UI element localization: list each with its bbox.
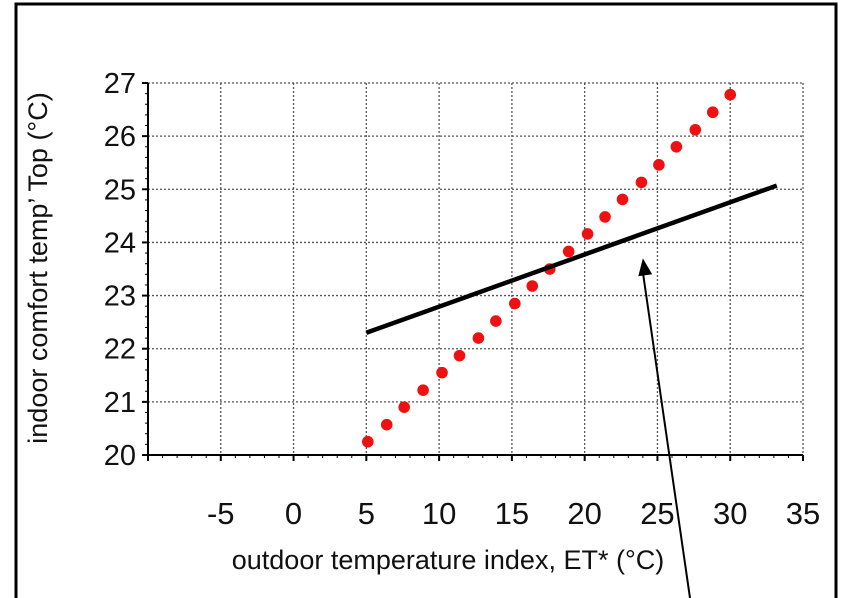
data-point xyxy=(417,384,429,396)
x-tick-label: 20 xyxy=(567,496,601,531)
y-tick-label: 26 xyxy=(104,121,136,153)
data-point xyxy=(472,332,485,344)
data-point xyxy=(653,159,665,171)
data-point xyxy=(616,193,629,206)
y-tick-label: 20 xyxy=(104,440,136,472)
x-axis-title: outdoor temperature index, ET* (°C) xyxy=(232,545,665,575)
x-tick-label: 25 xyxy=(640,496,674,531)
data-point xyxy=(689,123,702,136)
annotation-arrow-head xyxy=(638,258,653,277)
axes xyxy=(142,82,804,461)
x-tick-label: 5 xyxy=(358,496,375,531)
data-point xyxy=(670,140,683,153)
x-tick-label: 15 xyxy=(495,496,529,531)
data-point xyxy=(635,176,648,189)
data-point xyxy=(562,245,575,258)
data-point xyxy=(361,435,374,448)
x-tick-label: 0 xyxy=(285,496,302,531)
annotation-arrow-shaft xyxy=(641,272,691,598)
data-point xyxy=(490,315,502,327)
data-point xyxy=(599,211,611,223)
grid xyxy=(148,82,804,455)
y-tick-label: 27 xyxy=(104,68,136,100)
y-tick-label: 22 xyxy=(104,334,136,366)
data-point xyxy=(526,280,539,292)
data-point xyxy=(453,349,466,362)
y-tick-label: 23 xyxy=(104,281,136,313)
data-point xyxy=(581,228,594,240)
y-axis-title: indoor comfort temp’ Top (°C) xyxy=(23,92,53,443)
y-tick-label: 24 xyxy=(104,227,136,259)
y-tick-label: 25 xyxy=(104,174,136,206)
x-tick-label: 10 xyxy=(422,496,456,531)
annotations xyxy=(638,258,691,598)
data-point xyxy=(706,106,719,119)
x-tick-label: 35 xyxy=(786,496,820,531)
regression-line xyxy=(365,183,778,335)
x-tick-label: -5 xyxy=(207,496,235,531)
data-point xyxy=(509,297,521,310)
y-tick-label: 21 xyxy=(104,387,136,419)
x-tick-label: 30 xyxy=(713,496,747,531)
data-series xyxy=(361,88,778,448)
data-point xyxy=(380,418,393,431)
tick-labels: 20 21 22 23 24 25 26 27 -5 0 5 10 15 20 25 30 35 xyxy=(104,68,821,531)
outer-border xyxy=(14,2,838,598)
data-point xyxy=(724,88,737,101)
data-point xyxy=(398,401,410,413)
data-point xyxy=(436,366,448,379)
